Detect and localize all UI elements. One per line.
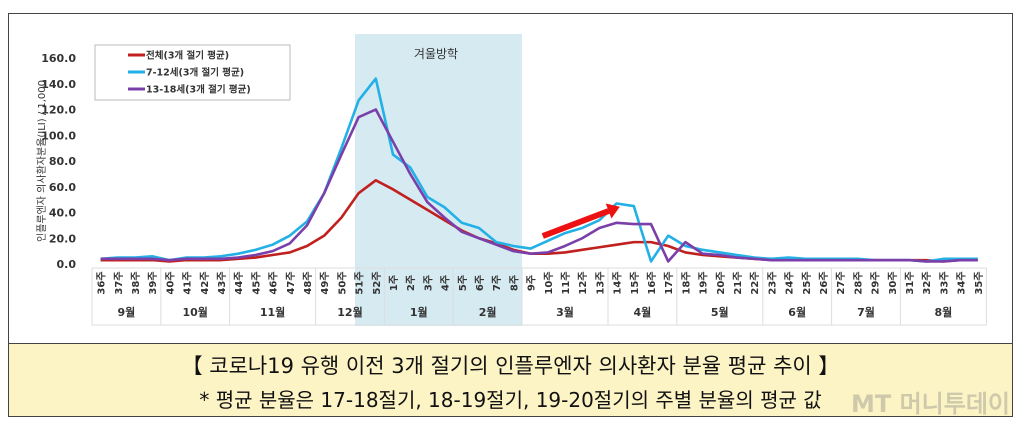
month-label: 8월 <box>935 305 953 319</box>
week-tick-label: 18주 <box>680 271 692 294</box>
watermark-logo: MT 머니투데이 <box>850 390 1010 418</box>
week-tick-label: 32주 <box>921 271 933 294</box>
week-tick-label: 8주 <box>508 275 520 291</box>
month-label: 3월 <box>556 305 574 319</box>
y-tick-label: 80.0 <box>49 155 76 168</box>
week-tick-label: 48주 <box>302 271 314 294</box>
week-tick-label: 2주 <box>405 275 417 291</box>
y-tick-label: 140.0 <box>41 78 76 91</box>
y-axis-label: 인플루엔자 의사환자분율(ILI) / 1,000 <box>36 80 48 242</box>
y-tick-label: 60.0 <box>49 181 76 194</box>
week-tick-label: 25주 <box>801 271 813 294</box>
week-tick-label: 13주 <box>594 271 606 294</box>
month-label: 5월 <box>711 305 729 319</box>
week-tick-label: 11주 <box>560 271 572 294</box>
week-tick-label: 45주 <box>250 271 262 294</box>
week-tick-label: 46주 <box>268 271 280 294</box>
week-tick-label: 12주 <box>577 271 589 294</box>
legend-label: 전체(3개 절기 평균) <box>146 50 229 62</box>
month-label: 9월 <box>118 305 136 319</box>
series-line-0 <box>100 179 978 263</box>
week-tick-label: 22주 <box>749 271 761 294</box>
annotation-arrow-head <box>605 203 620 219</box>
week-tick-label: 4주 <box>440 275 452 291</box>
month-label: 10월 <box>182 305 207 319</box>
week-tick-label: 41주 <box>182 271 194 294</box>
week-tick-label: 24주 <box>784 271 796 294</box>
week-tick-label: 19주 <box>698 271 710 294</box>
week-tick-label: 40주 <box>164 271 176 294</box>
week-tick-label: 26주 <box>818 271 830 294</box>
legend-label: 13-18세(3개 절기 평균) <box>146 84 251 96</box>
series-line-1 <box>100 77 978 263</box>
week-tick-label: 38주 <box>130 271 142 294</box>
week-tick-label: 30주 <box>887 271 899 294</box>
week-tick-label: 37주 <box>113 271 125 294</box>
caption-box: 【 코로나19 유행 이전 3개 절기의 인플루엔자 의사환자 분율 평균 추이… <box>8 343 1013 417</box>
week-tick-label: 17주 <box>663 271 675 294</box>
week-tick-label: 5주 <box>457 275 469 291</box>
month-label: 6월 <box>788 305 806 319</box>
week-tick-label: 15주 <box>629 271 641 294</box>
week-tick-label: 52주 <box>371 271 383 294</box>
y-tick-label: 100.0 <box>41 129 76 142</box>
y-tick-label: 120.0 <box>41 104 76 117</box>
week-tick-label: 9주 <box>526 275 538 291</box>
week-tick-label: 43주 <box>216 271 228 294</box>
week-tick-label: 44주 <box>233 271 245 294</box>
shaded-region <box>355 34 522 326</box>
month-label: 1월 <box>410 305 428 319</box>
week-tick-label: 36주 <box>96 271 108 294</box>
week-tick-label: 20주 <box>715 271 727 294</box>
legend-label: 7-12세(3개 절기 평균) <box>146 67 244 79</box>
week-tick-label: 49주 <box>319 271 331 294</box>
week-tick-label: 10주 <box>543 271 555 294</box>
week-tick-label: 42주 <box>199 271 211 294</box>
week-tick-label: 6주 <box>474 275 486 291</box>
y-tick-label: 160.0 <box>41 52 76 65</box>
y-tick-label: 0.0 <box>57 258 77 271</box>
week-tick-label: 23주 <box>766 271 778 294</box>
week-tick-label: 3주 <box>422 275 434 291</box>
month-label: 7월 <box>857 305 875 319</box>
week-tick-label: 7주 <box>491 275 503 291</box>
week-tick-label: 21주 <box>732 271 744 294</box>
week-tick-label: 14주 <box>612 271 624 294</box>
annotation-arrow-shaft <box>541 208 610 239</box>
week-tick-label: 50주 <box>336 271 348 294</box>
month-label: 4월 <box>634 305 652 319</box>
shaded-region-label: 겨울방학 <box>414 47 458 61</box>
week-tick-label: 39주 <box>147 271 159 294</box>
week-tick-label: 16주 <box>646 271 658 294</box>
week-tick-label: 34주 <box>956 271 968 294</box>
legend-box <box>94 44 291 101</box>
month-label: 2월 <box>479 305 497 319</box>
week-tick-label: 33주 <box>938 271 950 294</box>
week-tick-label: 51주 <box>354 271 366 294</box>
y-tick-label: 40.0 <box>49 207 76 220</box>
week-tick-label: 29주 <box>870 271 882 294</box>
y-tick-label: 20.0 <box>49 232 76 245</box>
series-line-2 <box>100 108 978 263</box>
caption-title: 【 코로나19 유행 이전 3개 절기의 인플루엔자 의사환자 분율 평균 추이… <box>181 354 840 378</box>
week-tick-label: 28주 <box>852 271 864 294</box>
week-tick-label: 1주 <box>388 275 400 291</box>
caption-note: * 평균 분율은 17-18절기, 18-19절기, 19-20절기의 주별 분… <box>199 388 822 412</box>
week-tick-label: 27주 <box>835 271 847 294</box>
week-tick-label: 31주 <box>904 271 916 294</box>
week-tick-label: 47주 <box>285 271 297 294</box>
week-tick-label: 35주 <box>973 271 985 294</box>
month-label: 11월 <box>260 305 285 319</box>
month-label: 12월 <box>337 305 362 319</box>
